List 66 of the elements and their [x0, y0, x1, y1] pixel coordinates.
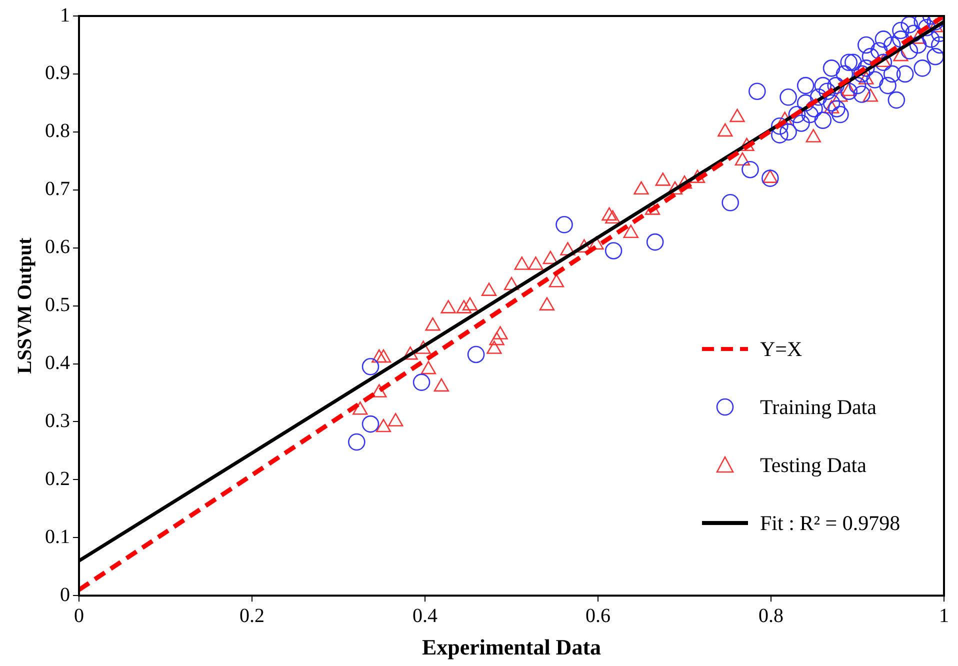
point [655, 172, 670, 186]
point [718, 123, 733, 137]
y-tick-label: 0.4 [45, 352, 70, 374]
point [548, 274, 564, 288]
point [528, 256, 544, 270]
point [542, 250, 558, 264]
x-axis-title: Experimental Data [422, 634, 602, 660]
point [539, 297, 555, 310]
point [514, 256, 530, 270]
legend-label: Fit : R² = 0.9798 [760, 510, 900, 536]
point [486, 340, 502, 354]
point [560, 242, 576, 256]
point [420, 360, 436, 374]
point [730, 108, 745, 122]
y-axis-title: LSSVM Output [14, 237, 36, 374]
point [376, 418, 392, 432]
point [832, 88, 848, 102]
point [456, 300, 472, 314]
point [602, 207, 617, 221]
x-tick-label: 0 [74, 604, 84, 627]
point [634, 181, 649, 195]
x-tick-label: 0.2 [240, 604, 264, 627]
y-tick-label: 0.3 [45, 410, 70, 432]
point [481, 282, 497, 296]
point [504, 276, 520, 290]
x-tick-label: 1 [939, 604, 949, 627]
y-tick-label: 0.7 [45, 178, 70, 200]
point [623, 224, 638, 238]
point [762, 170, 778, 183]
point [893, 48, 908, 62]
x-tick-label: 0.6 [586, 604, 610, 627]
point [440, 300, 456, 314]
y-tick-label: 0.2 [45, 468, 70, 490]
point [858, 71, 874, 84]
x-tick-label: 0.4 [412, 604, 438, 627]
y-tick-label: 0.5 [45, 294, 70, 316]
point [376, 349, 392, 363]
y-tick-label: 0.1 [45, 526, 70, 548]
point [416, 340, 431, 354]
point [489, 332, 504, 346]
legend-label: Training Data [760, 394, 876, 420]
point [492, 326, 508, 340]
y-tick-label: 0.6 [45, 236, 70, 258]
point [425, 317, 440, 331]
point [434, 378, 450, 392]
legend-label: Testing Data [760, 452, 866, 478]
y-tick-label: 0.8 [45, 120, 70, 142]
point [667, 181, 683, 195]
point [739, 138, 754, 152]
point [841, 82, 856, 96]
point [372, 349, 387, 363]
point [352, 401, 368, 415]
point [605, 210, 620, 224]
point [824, 100, 840, 114]
point [806, 129, 821, 142]
y-tick-label: 1 [60, 4, 70, 26]
point [388, 413, 404, 426]
y-tick-label: 0.9 [45, 62, 70, 84]
y-tick-label: 0 [60, 584, 70, 606]
point [372, 384, 387, 398]
point [402, 346, 418, 360]
legend-label: Y=X [760, 336, 802, 362]
x-tick-label: 0.8 [758, 604, 784, 627]
point [862, 88, 878, 102]
point [734, 152, 750, 166]
point [462, 297, 478, 310]
